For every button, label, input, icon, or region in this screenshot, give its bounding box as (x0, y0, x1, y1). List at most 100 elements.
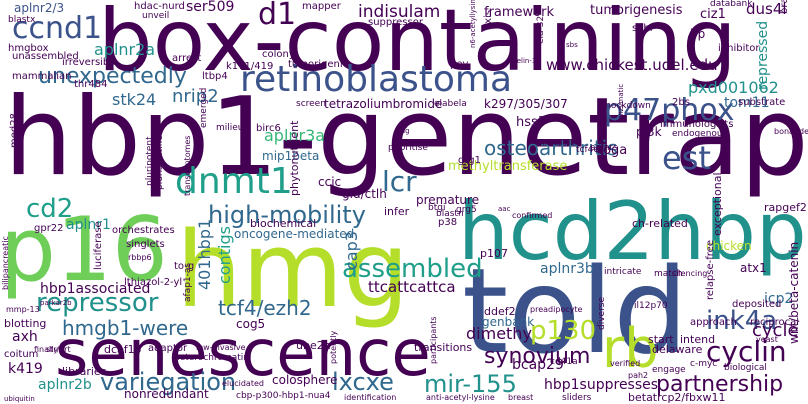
word-ser509: ser509 (186, 0, 235, 15)
word-gpr22: gpr22 (34, 223, 64, 234)
word-bp: bp (690, 27, 706, 41)
word-pluristratified: pluristratified (155, 129, 165, 191)
word-nonredundant: nonredundant (124, 387, 209, 401)
word-mir-155: mir-155 (424, 370, 517, 398)
word-luciferase: luciferase (93, 221, 104, 270)
word-icp2: icp2 (764, 291, 794, 307)
word-ink4a: ink4a (706, 306, 778, 336)
word-adaptor: adaptor (148, 343, 188, 354)
word-arrest: arrest (172, 53, 202, 64)
word-phytonutrient: phytonutrient (288, 120, 301, 196)
word-cbp-p300-hbp1-nua4: cbp-p300-hbp1-nua4 (236, 391, 331, 401)
word-pah2: pah2 (628, 371, 649, 380)
word-silencing: silencing (672, 269, 708, 278)
word-cog5: cog5 (236, 317, 266, 331)
word-assembled: assembled (342, 254, 483, 284)
word-rb: rb (602, 317, 659, 380)
word-cd41a: cd41a (550, 357, 578, 367)
word-pev: pev (450, 59, 469, 70)
word-ltbp4: ltbp4 (202, 71, 228, 82)
word-sliders: sliders (562, 393, 592, 403)
word-cycle: cycle (752, 320, 799, 341)
word-hmgb1-were: hmgb1-were (62, 316, 189, 340)
word-sahf: sahf (632, 23, 654, 34)
word-il12p70: il12p70 (634, 301, 668, 311)
word-toga: toga (598, 143, 628, 158)
word-elabela: elabela (434, 99, 467, 109)
word-unveil: unveil (142, 11, 170, 21)
word-p130: p130 (530, 316, 597, 346)
word-suppressor: suppressor (368, 17, 423, 28)
word-repressed: repressed (755, 20, 771, 90)
word-identification: identification (344, 393, 397, 402)
word-hbp1associated: hbp1associated (40, 281, 151, 297)
word-reciprocal: reciprocal (750, 317, 800, 328)
word-ccnd1: ccnd1 (12, 11, 103, 46)
word-mip1beta: mip1beta (262, 149, 320, 163)
word-ccic: ccic (318, 175, 342, 189)
word-relapse-free: relapse-free (705, 240, 716, 300)
word-deposited: deposited (732, 299, 782, 310)
word-401hbp1: 401hbp1 (195, 218, 214, 290)
word-libraries: libraries (62, 365, 107, 378)
word-screen: screen (296, 99, 326, 109)
word-cd2: cd2 (26, 194, 74, 224)
word-databank: databank (710, 0, 753, 9)
word-hmg: hmg (176, 209, 410, 331)
word-ube2h: ube2h (296, 339, 331, 352)
word-ttcattcattca: ttcattcattca (368, 278, 456, 296)
word-coitum: coitum (4, 349, 39, 360)
word-bcap29: bcap29 (512, 357, 564, 373)
word-blastx: blastx (8, 15, 36, 25)
word-btgi: btgi (428, 203, 446, 213)
word-lthiazol-2-yl: lthiazol-2-yl (124, 277, 183, 288)
word-immunologists: immunologists (660, 119, 734, 130)
word-indisulam: indisulam (358, 2, 441, 22)
word-exceptional: exceptional (711, 172, 724, 236)
word-mapper: mapper (302, 1, 341, 12)
word-dcaf15: dcaf15 (104, 343, 142, 356)
word-delaware: delaware (652, 343, 703, 356)
word-finally: finally (34, 345, 59, 354)
word-ciz1: ciz1 (700, 7, 726, 22)
word-box-containing: box-containing (98, 0, 737, 91)
word-c-myc: c-myc (690, 359, 718, 369)
word-k171/419: k171/419 (226, 61, 274, 72)
word-grg1: grg1 (458, 155, 481, 166)
word-ch-related: ch-related (632, 217, 688, 230)
word-yeast: yeast (756, 335, 778, 344)
word-engage: engage (652, 365, 686, 375)
word-aac: aac (498, 205, 511, 213)
word-lcr: lcr (382, 165, 417, 198)
word-sbs: sbs (566, 41, 578, 49)
word-wnt/beta-catenin: wnt/beta-catenin (787, 241, 801, 344)
word-irreversible: irreversible (62, 57, 119, 68)
word-aplnr3b: aplnr3b (540, 261, 594, 277)
word-transitions: transitions (414, 341, 473, 354)
word-hcd2hbp-1: hcd2hbp-1 (458, 185, 808, 278)
word-senescence: senescence (55, 317, 431, 391)
word-inhibitor: inhibitor (718, 43, 760, 54)
word-blastn: blastn (436, 209, 464, 219)
word-aplnr2/3: aplnr2/3 (14, 1, 65, 15)
word-knockdown: knockdown (600, 101, 651, 111)
word-dus4l: dus4l (746, 0, 787, 18)
word-thr484: thr484 (74, 79, 108, 90)
word-heterochromatin: heterochromatin (174, 353, 249, 363)
word-prioritise: prioritise (388, 143, 428, 153)
word-www.chickest.udel.edu: www.chickest.udel.edu (546, 56, 718, 74)
word-ubiquitin: ubiquitin (4, 395, 35, 403)
word-ela-32: ela-32 (536, 15, 546, 44)
word-match: match (654, 269, 683, 279)
word-enzymatic: enzymatic (617, 83, 625, 120)
word-biochemical: biochemical (250, 217, 317, 230)
word-emerged: emerged (199, 87, 209, 128)
word-singlets: singlets (126, 239, 165, 250)
word-hdac-nurd: hdac-nurd (134, 1, 185, 12)
word-contigs: contigs (215, 226, 234, 284)
word-pxd001062: pxd001062 (688, 78, 779, 97)
word-preadipocyte: preadipocyte (530, 305, 583, 314)
word-milieus: milieus (216, 123, 249, 133)
word-endogenous: endogenous (672, 129, 728, 139)
